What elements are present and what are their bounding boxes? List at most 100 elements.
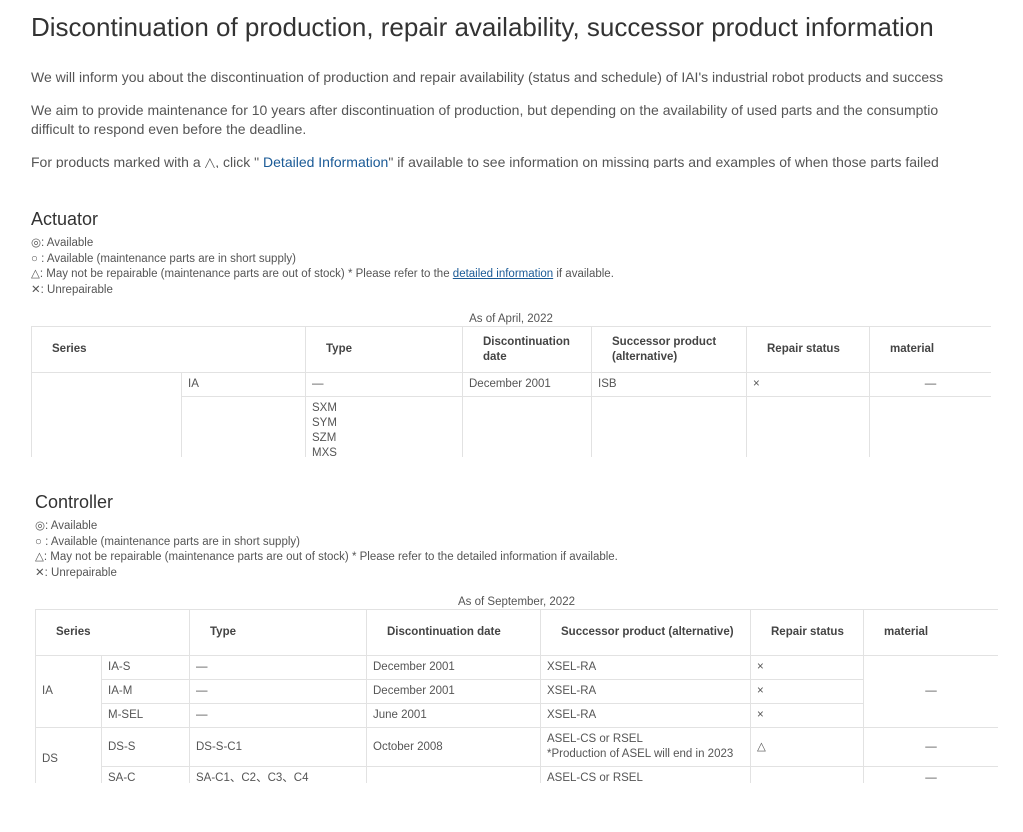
text: We aim to provide maintenance for 10 yea… [31, 102, 939, 118]
as-of: As of September, 2022 [458, 596, 575, 608]
table: Series Type Discontinuation date Successor … [35, 609, 998, 783]
table-cell: December 2001 [366, 679, 541, 704]
table-cell: June 2001 [366, 703, 541, 728]
link[interactable]: Detailed Information [259, 154, 389, 168]
table-cell [366, 766, 541, 783]
column-header: Repair status [750, 609, 864, 656]
table-cell: DS [35, 727, 102, 783]
text: " if available to see information on mis… [388, 154, 939, 168]
table-cell: — [869, 372, 991, 397]
cell-line: SXM [312, 402, 337, 414]
legend-item: △: May not be repairable (maintenance pa… [35, 551, 618, 563]
legend-item: ✕: Unrepairable [35, 566, 117, 579]
column-header: Type [189, 609, 367, 656]
cell-line: MXS [312, 447, 337, 457]
column-header: Series [31, 326, 306, 373]
table-cell: — [863, 727, 998, 767]
legend: ◎: Available ○ : Available (maintenance … [31, 236, 991, 298]
column-header: Successor product (alternative) [591, 326, 747, 373]
table-cell: × [750, 703, 864, 728]
legend: ◎: Available ○ : Available (maintenance … [35, 519, 998, 581]
actuator-section: Actuator ◎: Available ○ : Available (mai… [31, 209, 991, 457]
table-cell: XSEL-RA [540, 679, 751, 704]
table-cell: ASEL-CS or RSEL *Production of ASEL will … [540, 727, 751, 767]
column-header: Successor product (alternative) [540, 609, 751, 656]
controller-section: Controller ◎: Available ○ : Available (m… [35, 492, 998, 783]
table-cell: DS-S-C1 [189, 727, 367, 767]
table-row: SXM SYM SZM MXS [32, 396, 991, 457]
table-cell: △ [750, 727, 864, 767]
table-wrap: Series Type Discontinuation date Successor … [35, 609, 998, 783]
text: difficult to respond even before the dea… [31, 121, 307, 137]
table-cell: SA-C [101, 766, 190, 783]
table-row: IA-M — December 2001 XSEL-RA × [36, 679, 999, 704]
table-cell: × [750, 655, 864, 680]
table-cell: M-SEL [101, 703, 190, 728]
table-row: IA IA-S — December 2001 XSEL-RA × — [35, 655, 998, 728]
legend-item: ✕: Unrepairable [31, 283, 113, 296]
column-header: material [863, 609, 998, 656]
table-cell: IA [181, 372, 306, 397]
table-cell: × [750, 679, 864, 704]
legend-item: ○ : Available (maintenance parts are in … [31, 252, 296, 265]
table-cell: IA-M [101, 679, 190, 704]
cell-line: SZM [312, 432, 337, 444]
cell-line: SYM [312, 417, 337, 429]
table-cell: SXM SYM SZM MXS [305, 396, 463, 457]
table-cell: ISB [591, 372, 747, 397]
table-cell: XSEL-RA [540, 655, 751, 680]
table-cell [462, 396, 592, 457]
intro-paragraph: We aim to provide maintenance for 10 yea… [31, 101, 975, 139]
table-cell: — [863, 766, 998, 783]
cell-line: *Production of ASEL will end in 2023 [547, 748, 734, 760]
column-header: Discontinuation date [366, 609, 541, 656]
page-title: Discontinuation of production, repair av… [31, 12, 934, 42]
text: if available. [553, 268, 614, 280]
table-cell: — [189, 655, 367, 680]
table-cell: IA [35, 655, 102, 728]
cell-line: ASEL-CS or RSEL [547, 733, 643, 745]
table: Series Type Discontinuation date Successor … [31, 326, 991, 457]
table-wrap: Series Type Discontinuation date Successor … [31, 326, 991, 457]
link[interactable]: detailed information [452, 268, 554, 280]
intro-paragraph: We will inform you about the discontinua… [31, 69, 944, 85]
section-heading: Actuator [31, 209, 99, 229]
table-cell [746, 396, 870, 457]
table-cell: SA-C1、C2、C3、C4 [189, 766, 367, 783]
legend-item: ○ : Available (maintenance parts are in … [35, 535, 300, 548]
as-of: As of April, 2022 [469, 313, 553, 325]
table-cell: — [189, 679, 367, 704]
column-header: material [869, 326, 991, 373]
text: For products marked with a △, click " [31, 154, 260, 168]
table-cell [181, 396, 306, 457]
table-cell: — [189, 703, 367, 728]
section-heading: Controller [35, 492, 114, 512]
table-cell [591, 396, 747, 457]
intro: We will inform you about the discontinua… [31, 68, 975, 168]
header-row: Series Type Discontinuation date Successor … [31, 326, 991, 373]
table-cell [869, 396, 991, 457]
column-header: Discontinuation date [462, 326, 592, 373]
legend-item: △: May not be repairable (maintenance pa… [31, 267, 991, 283]
table-cell: — [305, 372, 463, 397]
text: △: May not be repairable (maintenance pa… [31, 268, 453, 280]
table-cell: ASEL-CS or RSEL [540, 766, 751, 783]
column-header: Repair status [746, 326, 870, 373]
table-cell: October 2008 [366, 727, 541, 767]
table-cell: December 2001 [462, 372, 592, 397]
legend-item: ◎: Available [35, 520, 98, 532]
table-row: IA — December 2001 ISB × — [31, 372, 991, 457]
table-cell: — [863, 655, 998, 728]
table-cell: December 2001 [366, 655, 541, 680]
table-row: M-SEL — June 2001 XSEL-RA × [36, 703, 999, 728]
table-cell: × [746, 372, 870, 397]
table-cell: IA-S [101, 655, 190, 680]
table-row: SA-C SA-C1、C2、C3、C4 ASEL-CS or RSEL — [36, 766, 998, 783]
intro-paragraph: For products marked with a △, click " De… [31, 153, 975, 168]
table-cell [31, 372, 182, 457]
header-row: Series Type Discontinuation date Successor … [35, 609, 998, 656]
table-row: DS DS-S DS-S-C1 October 2008 ASEL-CS or RSEL… [35, 727, 998, 783]
column-header: Series [35, 609, 190, 656]
table-cell [750, 766, 864, 783]
